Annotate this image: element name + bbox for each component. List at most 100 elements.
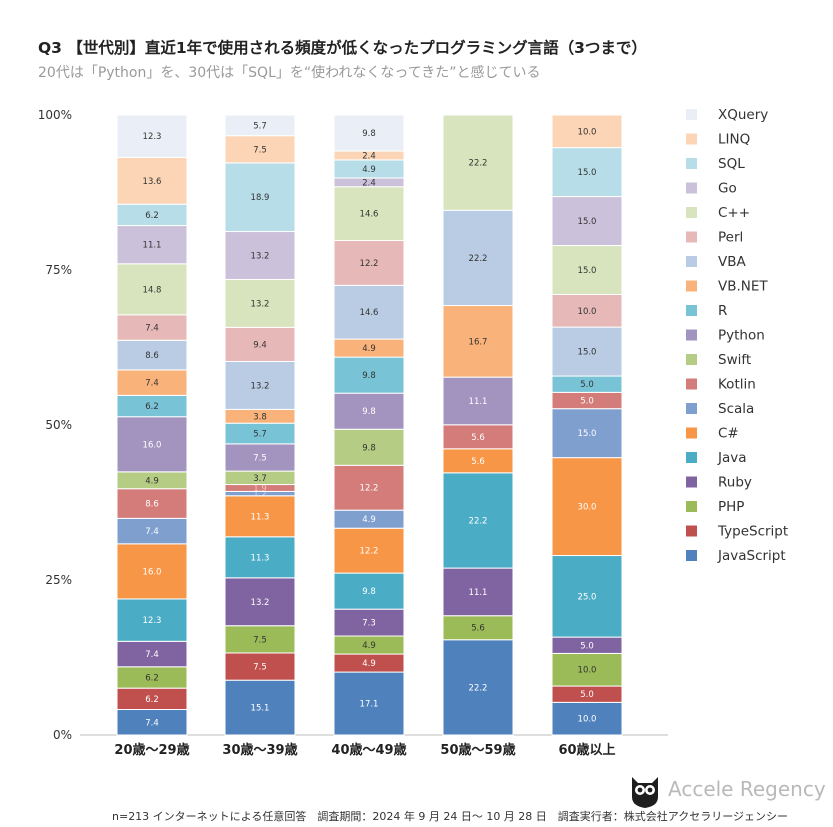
data-label: 12.3 <box>143 616 162 626</box>
bar-segment-sql <box>224 162 296 233</box>
legend-swatch <box>686 133 697 145</box>
bar-segment-vba <box>551 326 623 377</box>
legend-swatch <box>686 305 697 316</box>
legend-swatch <box>686 354 697 365</box>
bar-segment-typescript <box>224 652 296 681</box>
stacked-bar-chart: 0% 25% 50% 75% 100% 7.4 6.2 6.2 7.4 12.3 16.0 7.4 8.… <box>38 107 788 758</box>
data-label: 6.2 <box>145 695 159 705</box>
bar-segment-go <box>224 231 296 280</box>
data-label: 10.0 <box>578 307 597 317</box>
chart-title: Q3 【世代別】直近1年で使用される頻度が低くなったプログラミング言語（3つまで… <box>38 39 647 57</box>
y-tick-label: 100% <box>38 108 72 122</box>
legend-swatch <box>686 452 697 463</box>
data-label: 15.0 <box>578 348 597 358</box>
bar-segment-ruby <box>442 567 514 617</box>
data-label: 13.6 <box>143 177 162 187</box>
bar-segment-c- <box>551 457 623 557</box>
bar-segment-python <box>224 443 296 472</box>
bar-segment-perl <box>116 314 188 341</box>
data-label: 15.1 <box>251 704 270 714</box>
data-label: 25.0 <box>578 592 597 602</box>
data-label: 18.9 <box>251 193 270 203</box>
y-tick-label: 75% <box>45 263 72 277</box>
data-label: 5.7 <box>253 121 267 131</box>
data-label: 7.4 <box>145 718 159 728</box>
bar-segment-vb-net <box>442 305 514 378</box>
bar-segment-c- <box>224 495 296 538</box>
brand-logo: Accele Regency <box>628 771 833 809</box>
legend-label: PHP <box>718 499 744 515</box>
legend-label: JavaScript <box>717 548 786 564</box>
data-label: 1.9 <box>253 484 267 494</box>
data-label: 30.0 <box>578 503 597 513</box>
legend-label: R <box>718 303 727 319</box>
legend-swatch <box>686 525 697 537</box>
legend-swatch <box>686 501 697 512</box>
bar-segment-perl <box>224 326 296 362</box>
chart-subtitle: 20代は「Python」を、30代は「SQL」を“使われなくなってきた”と感じて… <box>38 65 541 81</box>
data-label: 9.8 <box>362 587 376 597</box>
data-label: 2.4 <box>362 151 376 161</box>
legend-label: Go <box>718 181 737 197</box>
legend-swatch <box>686 476 697 488</box>
data-label: 22.2 <box>469 516 488 526</box>
bar-segment-c- <box>442 114 514 211</box>
data-label: 11.1 <box>143 241 162 251</box>
data-label: 7.3 <box>362 619 376 629</box>
data-label: 7.5 <box>253 453 267 463</box>
data-label: 2.4 <box>362 178 376 188</box>
data-label: 7.5 <box>253 635 267 645</box>
data-label: 11.1 <box>469 588 488 598</box>
data-label: 3.8 <box>253 412 267 422</box>
legend-label: Scala <box>718 401 754 417</box>
data-label: 22.2 <box>469 254 488 264</box>
data-label: 7.4 <box>145 324 159 334</box>
data-label: 4.9 <box>145 476 159 486</box>
data-label: 16.7 <box>469 337 488 347</box>
bar-segment-xquery <box>116 114 188 158</box>
legend-label: VBA <box>718 254 746 270</box>
data-label: 16.0 <box>143 440 162 450</box>
bar-segment-c- <box>442 448 514 474</box>
y-tick-label: 25% <box>45 573 72 587</box>
data-label: 15.0 <box>578 168 597 178</box>
bar-segment-perl <box>333 239 405 286</box>
bar-segment-vba <box>224 360 296 410</box>
bar-segment-kotlin <box>116 488 188 519</box>
legend-swatch <box>686 280 697 292</box>
survey-footnote: n=213 インターネットによる任意回答 調査期間：2024 年 9 月 24 … <box>112 810 789 823</box>
data-label: 13.2 <box>251 299 270 309</box>
legend-swatch <box>686 378 697 390</box>
bar-segment-linq <box>116 156 188 205</box>
bar-segment-javascript <box>224 679 296 736</box>
bar-segment-xquery <box>333 114 405 152</box>
legend-label: Perl <box>718 230 743 246</box>
data-label: 8.6 <box>145 500 159 510</box>
data-label: 22.2 <box>469 683 488 693</box>
x-tick-label: 50歳〜59歳 <box>440 742 515 758</box>
bar-segment-python <box>116 416 188 473</box>
bar-segment-c- <box>333 527 405 574</box>
bar-segment-scala <box>551 408 623 459</box>
data-label: 5.6 <box>471 433 485 443</box>
legend-swatch <box>686 158 697 169</box>
data-label: 12.2 <box>360 547 379 557</box>
data-label: 5.0 <box>580 380 594 390</box>
data-label: 15.0 <box>578 429 597 439</box>
x-tick-label: 40歳〜49歳 <box>331 742 406 758</box>
bar-segment-go <box>116 225 188 265</box>
bar-segment-c- <box>116 543 188 600</box>
data-label: 7.4 <box>145 379 159 389</box>
bar-segment-sql <box>551 147 623 198</box>
data-label: 5.0 <box>580 690 594 700</box>
bar-segment-javascript <box>116 709 188 736</box>
data-label: 3.7 <box>253 474 267 484</box>
bar-segment-java <box>442 472 514 569</box>
legend-label: Kotlin <box>718 377 756 393</box>
data-label: 7.5 <box>253 663 267 673</box>
bar-segment-php <box>442 615 514 641</box>
data-label: 10.0 <box>578 666 597 676</box>
legend-swatch <box>686 403 697 414</box>
data-label: 17.1 <box>360 700 379 710</box>
bar-segment-scala <box>116 517 188 545</box>
